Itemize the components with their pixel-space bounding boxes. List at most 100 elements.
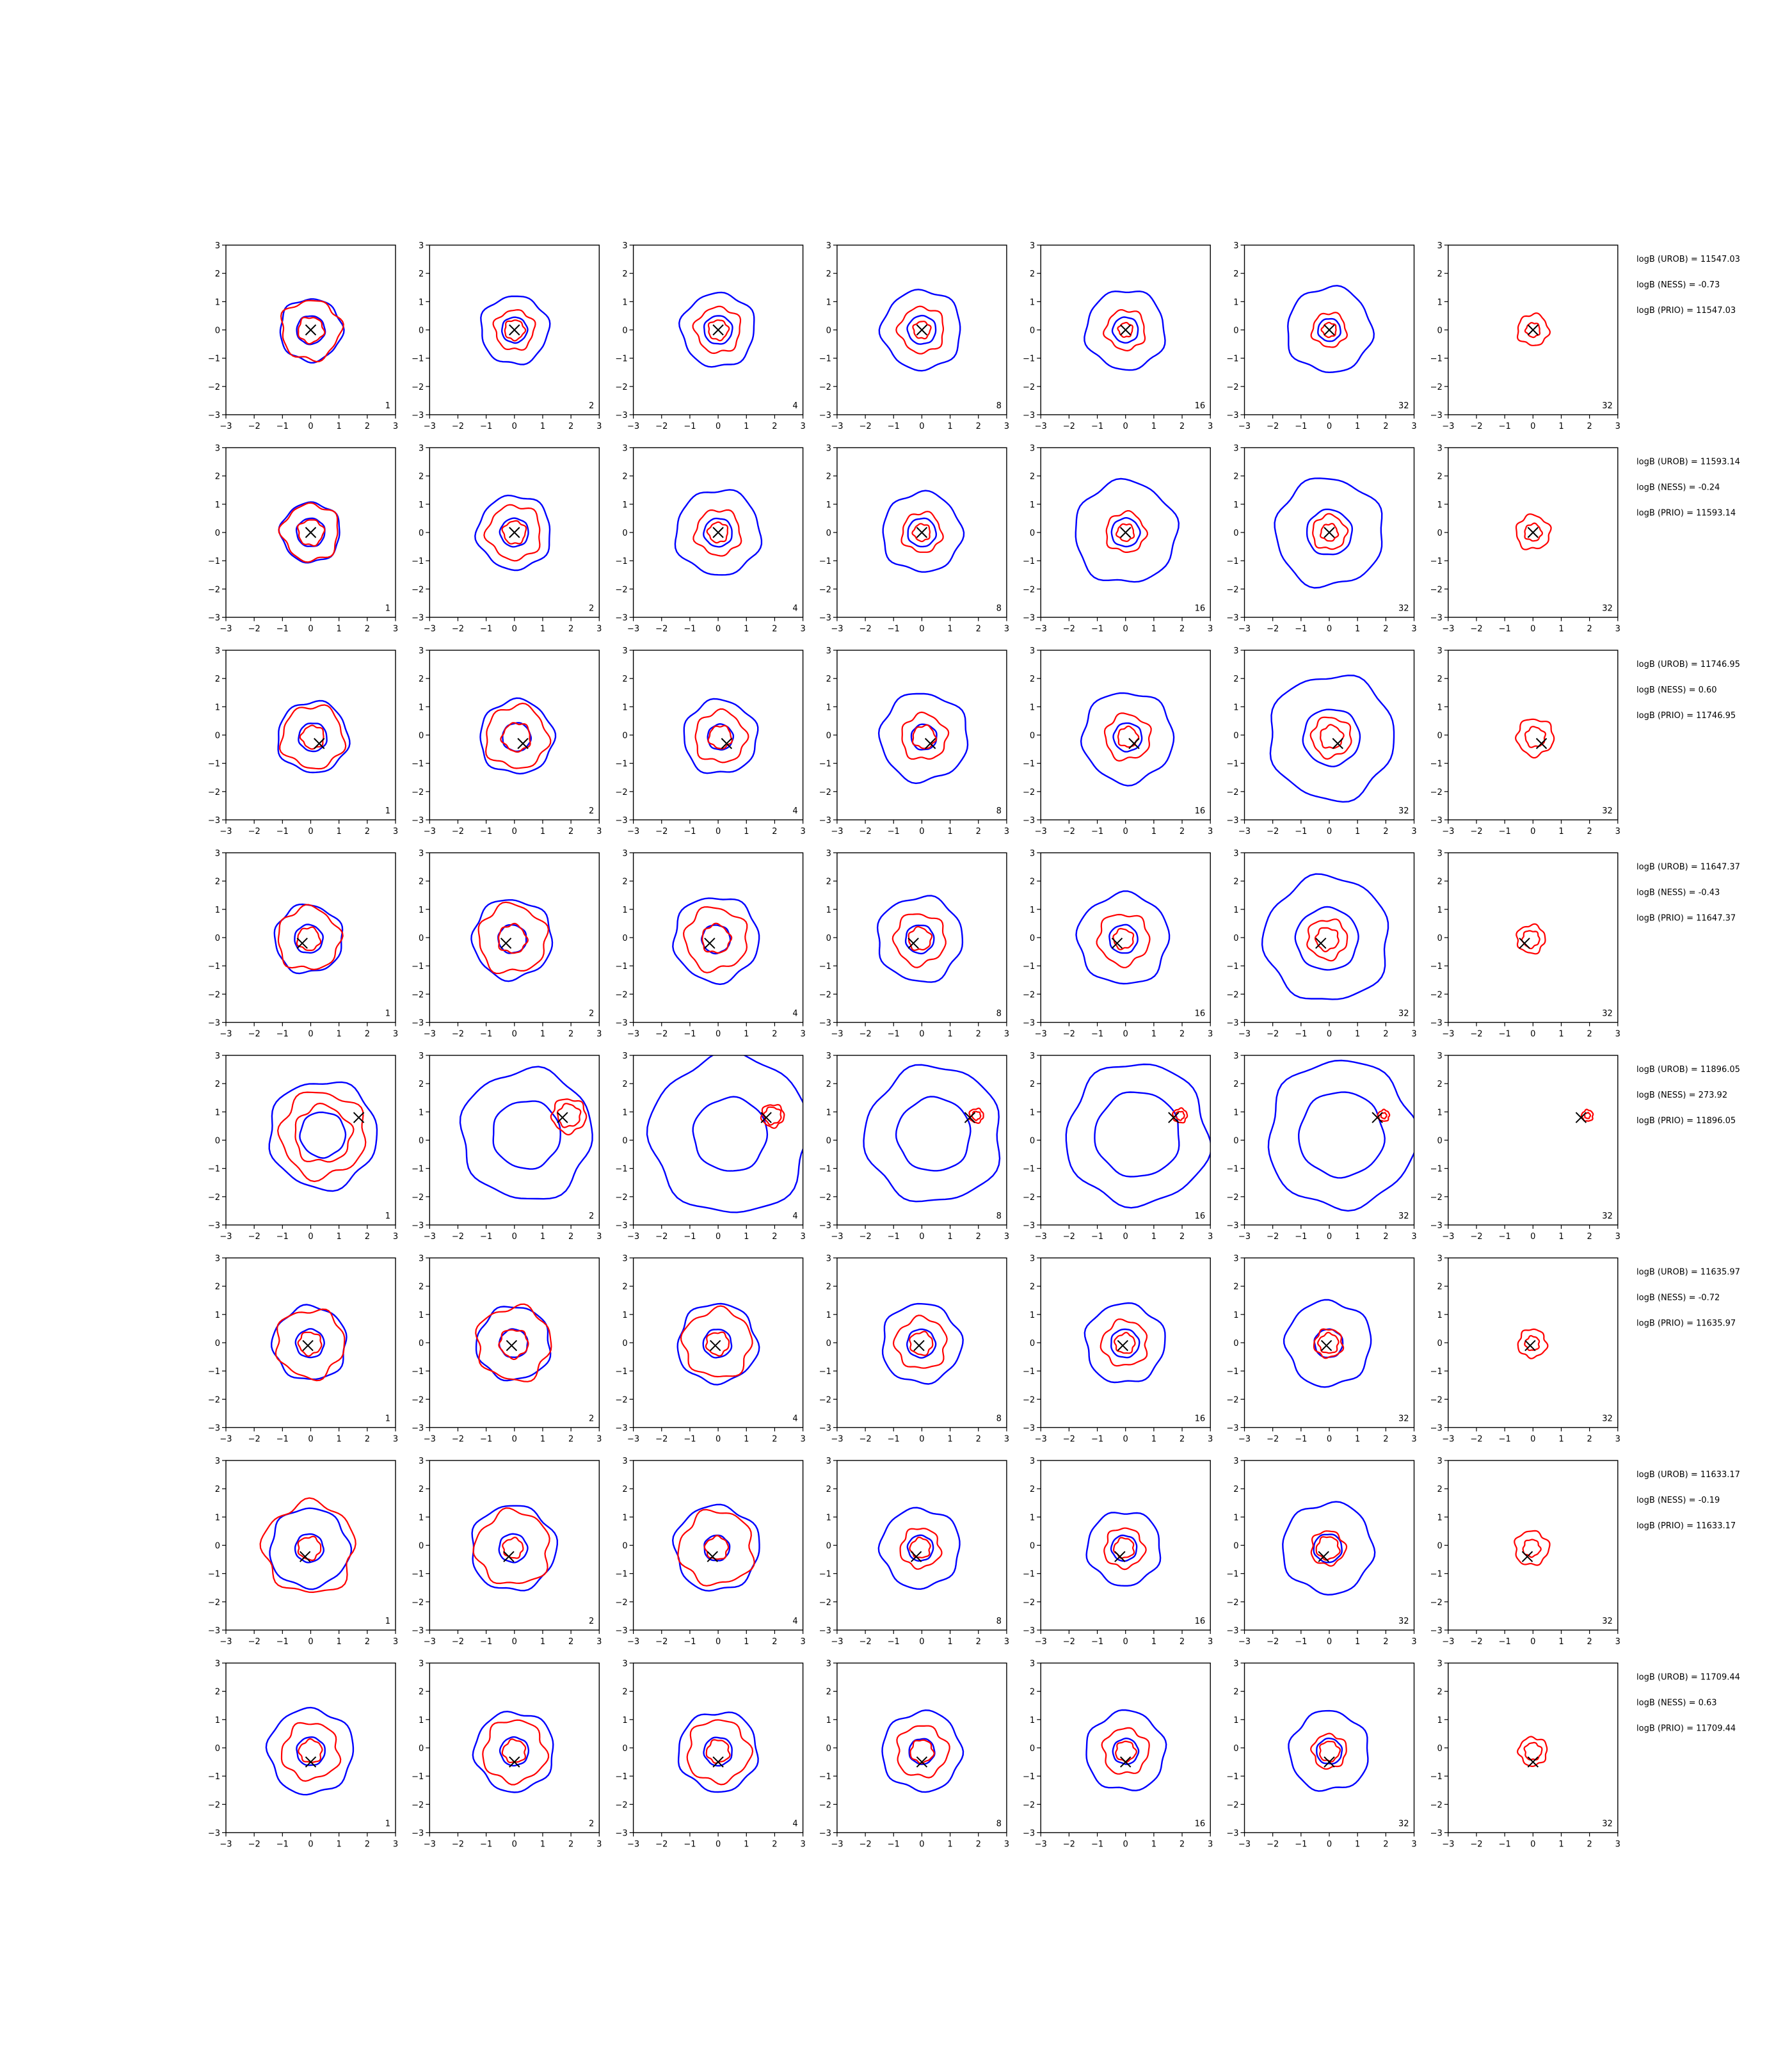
x-tick-label: −1 xyxy=(1499,1637,1511,1647)
x-marker xyxy=(916,324,928,336)
y-tick-label: −2 xyxy=(615,585,627,595)
y-tick-label: −3 xyxy=(412,1424,424,1434)
axes-frame xyxy=(836,1662,1007,1834)
red-contour xyxy=(911,724,938,749)
x-tick-label: 0 xyxy=(1327,625,1332,634)
y-tick-label: −3 xyxy=(1023,1829,1035,1839)
x-tick-label: −3 xyxy=(220,1435,232,1444)
x-tick-label: −3 xyxy=(1238,1030,1251,1039)
x-marker xyxy=(1318,1551,1329,1562)
x-tick-label: −3 xyxy=(424,1840,436,1850)
x-tick-label: 0 xyxy=(716,827,721,836)
red-contour xyxy=(1113,1331,1136,1354)
x-marker xyxy=(296,938,308,949)
y-tick-label: −1 xyxy=(1226,962,1238,972)
x-tick-label: 3 xyxy=(800,1840,805,1850)
red-contour xyxy=(1100,1318,1148,1367)
plot-area xyxy=(1515,513,1552,550)
y-tick-label: 0 xyxy=(826,326,831,336)
x-marker xyxy=(1575,1112,1587,1123)
x-tick-label: −1 xyxy=(684,1435,696,1444)
y-tick-label: −1 xyxy=(615,557,627,566)
y-tick-label: 1 xyxy=(1030,1311,1035,1320)
x-tick-label: 1 xyxy=(540,1435,545,1444)
x-tick-label: −3 xyxy=(1442,625,1454,634)
y-tick-label: 0 xyxy=(1437,1339,1443,1348)
plot-area xyxy=(459,1066,593,1200)
panel-count-label: 4 xyxy=(792,1820,797,1829)
x-tick-label: 1 xyxy=(947,827,952,836)
y-tick-label: −3 xyxy=(819,614,831,623)
red-contour xyxy=(498,1329,529,1361)
y-tick-label: −3 xyxy=(1226,816,1238,826)
y-tick-label: −1 xyxy=(615,760,627,769)
y-tick-label: −3 xyxy=(208,1019,220,1028)
y-tick-label: −3 xyxy=(615,614,627,623)
y-tick-label: 2 xyxy=(215,877,220,887)
y-tick-label: −2 xyxy=(819,585,831,595)
y-tick-label: −3 xyxy=(1023,1424,1035,1434)
x-tick-label: 0 xyxy=(919,422,924,431)
y-tick-label: −1 xyxy=(1226,1772,1238,1782)
x-tick-label: −1 xyxy=(888,827,900,836)
y-tick-label: 0 xyxy=(622,326,627,336)
y-tick-label: 1 xyxy=(215,1108,220,1117)
red-contour xyxy=(909,1536,931,1558)
red-contour xyxy=(1105,509,1149,553)
x-tick-label: 2 xyxy=(568,625,573,634)
plot-area xyxy=(1085,1709,1167,1791)
x-tick-label: −3 xyxy=(220,625,232,634)
x-tick-label: 1 xyxy=(947,1030,952,1039)
x-tick-label: −2 xyxy=(452,1030,464,1039)
subplot-panel: −3 −2 −1 0 1 2 3 −3 −2 −1 0 1 2 3 2 xyxy=(412,241,602,431)
x-tick-label: −2 xyxy=(1063,1840,1075,1850)
y-tick-label: 0 xyxy=(1030,732,1035,741)
y-tick-label: 2 xyxy=(215,1485,220,1494)
x-tick-label: 3 xyxy=(1004,1435,1009,1444)
y-tick-label: −3 xyxy=(819,411,831,420)
y-tick-label: −3 xyxy=(208,1424,220,1434)
logb-stat-text: logB (PRIO) = 11593.14 xyxy=(1636,509,1736,518)
y-tick-label: −3 xyxy=(1430,1424,1443,1434)
x-marker xyxy=(500,938,512,949)
x-tick-label: 0 xyxy=(716,1435,721,1444)
blue-contour xyxy=(278,501,340,564)
plot-area xyxy=(273,903,344,975)
y-tick-label: 2 xyxy=(1030,1283,1035,1292)
x-tick-label: 1 xyxy=(1558,1840,1564,1850)
x-tick-label: 3 xyxy=(1615,422,1620,431)
y-tick-label: 0 xyxy=(215,732,220,741)
logb-stat-text: logB (PRIO) = 11709.44 xyxy=(1636,1724,1736,1734)
x-tick-label: −2 xyxy=(655,1030,668,1039)
red-contour xyxy=(1102,308,1146,352)
plot-area xyxy=(1287,285,1375,374)
y-tick-label: 1 xyxy=(1030,298,1035,307)
blue-contour xyxy=(1075,477,1180,583)
y-tick-label: −2 xyxy=(412,1800,424,1810)
x-tick-label: 2 xyxy=(976,1637,981,1647)
x-tick-label: 3 xyxy=(1615,625,1620,634)
x-tick-label: −3 xyxy=(220,1232,232,1242)
x-tick-label: −3 xyxy=(627,1232,639,1242)
x-tick-label: 3 xyxy=(800,1637,805,1647)
x-tick-label: 0 xyxy=(919,1435,924,1444)
red-contour xyxy=(477,901,550,975)
blue-contour xyxy=(499,1736,530,1767)
red-contour xyxy=(1377,1108,1391,1122)
x-marker xyxy=(1168,1112,1180,1123)
x-tick-label: −1 xyxy=(480,1637,492,1647)
axes-frame xyxy=(632,1055,804,1226)
subplot-panel: −3 −2 −1 0 1 2 3 −3 −2 −1 0 1 2 3 1 xyxy=(208,241,398,431)
y-tick-label: 0 xyxy=(215,326,220,336)
x-tick-label: −1 xyxy=(684,1232,696,1242)
y-tick-label: 0 xyxy=(419,1339,424,1348)
red-contour xyxy=(277,904,344,971)
x-tick-label: −1 xyxy=(888,1435,900,1444)
red-contour xyxy=(492,308,536,351)
x-tick-label: 1 xyxy=(1151,1435,1156,1444)
x-marker xyxy=(314,738,325,749)
x-tick-label: −1 xyxy=(1499,1840,1511,1850)
subplot-panel: −3 −2 −1 0 1 2 3 −3 −2 −1 0 1 2 3 32 xyxy=(1430,1457,1620,1647)
x-tick-label: 1 xyxy=(1558,625,1564,634)
y-tick-label: −1 xyxy=(819,557,831,566)
